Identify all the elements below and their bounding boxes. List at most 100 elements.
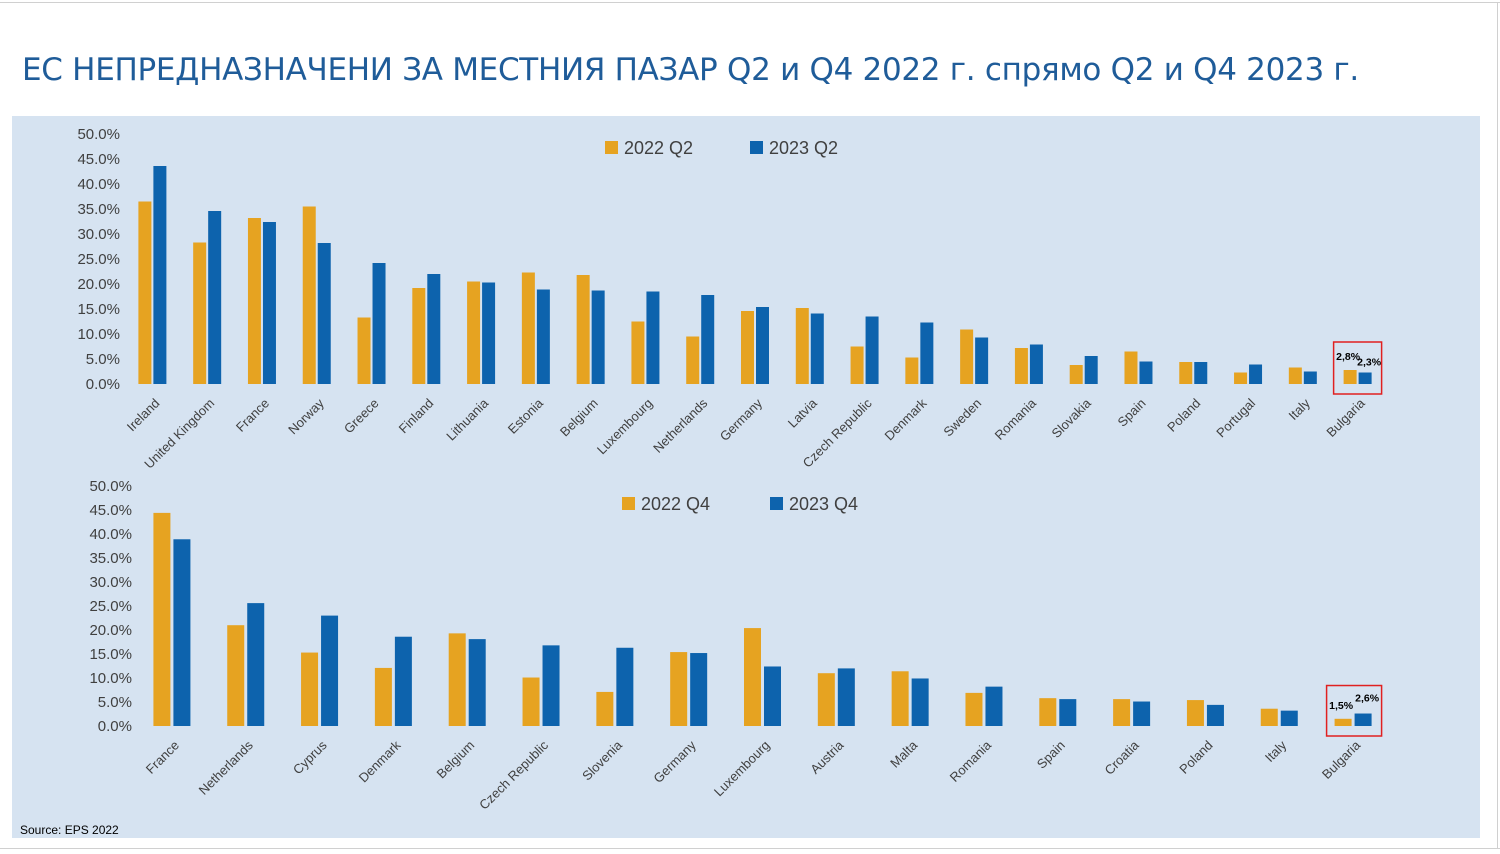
category-label: Bulgaria xyxy=(1319,737,1364,782)
category-label: Germany xyxy=(650,737,699,786)
bar-2023-q2 xyxy=(317,243,331,384)
y-tick-label: 45.0% xyxy=(77,151,120,168)
category-label: Malta xyxy=(887,737,921,771)
category-label: Croatia xyxy=(1101,737,1142,778)
bar-2022-q2 xyxy=(357,317,371,384)
bar-2022-q2 xyxy=(960,329,974,384)
bar-2022-q4 xyxy=(1039,698,1057,726)
bar-2023-q4 xyxy=(1059,699,1077,726)
bar-2023-q2 xyxy=(1358,372,1372,384)
bar-2022-q4 xyxy=(965,692,983,726)
bar-2023-q2 xyxy=(1249,364,1263,384)
highlight-box xyxy=(1332,341,1383,395)
data-label-2022: 1,5% xyxy=(1329,700,1354,712)
bar-2022-q2 xyxy=(905,357,919,384)
bar-2022-q4 xyxy=(1334,718,1352,726)
bar-2022-q2 xyxy=(850,346,864,384)
data-label-2023: 2,3% xyxy=(1357,357,1382,369)
bar-2022-q4 xyxy=(153,512,171,726)
bar-2022-q4 xyxy=(817,673,835,726)
bar-2023-q2 xyxy=(482,282,496,384)
bar-2023-q2 xyxy=(701,295,715,384)
category-label: Austria xyxy=(807,737,847,777)
chart-q4: 0.0% 5.0% 10.0% 15.0% 20.0% 25.0% 30.0% 35.0% 40… xyxy=(89,478,1383,813)
y-tick-label: 5.0% xyxy=(98,694,132,711)
bar-2023-q4 xyxy=(690,653,708,726)
bar-2023-q2 xyxy=(262,222,276,384)
bar-2023-q2 xyxy=(646,291,660,384)
bar-2022-q4 xyxy=(744,628,761,726)
bar-2023-q2 xyxy=(1139,361,1153,384)
highlight-box xyxy=(1325,684,1383,737)
bar-2023-q2 xyxy=(591,290,605,384)
category-label: Czech Republic xyxy=(476,737,551,812)
bar-2022-q2 xyxy=(412,288,426,384)
bar-2023-q4 xyxy=(985,686,1003,726)
bar-2023-q4 xyxy=(247,603,265,726)
y-tick-label: 30.0% xyxy=(89,574,132,591)
bar-2023-q2 xyxy=(810,313,824,384)
category-label: Spain xyxy=(1034,738,1068,772)
bar-2022-q2 xyxy=(1343,370,1357,384)
y-tick-label: 5.0% xyxy=(86,351,120,368)
bar-2023-q2 xyxy=(536,289,550,384)
bar-2023-q4 xyxy=(468,639,486,726)
bar-2022-q2 xyxy=(1179,362,1193,384)
bar-2022-q4 xyxy=(596,691,614,726)
bar-2022-q2 xyxy=(247,218,261,384)
bar-2022-q4 xyxy=(670,652,688,726)
bar-2022-q2 xyxy=(1069,365,1083,384)
bar-2023-q2 xyxy=(1303,371,1317,384)
category-label: Belgium xyxy=(434,738,478,782)
legend-swatch xyxy=(622,497,635,510)
y-tick-label: 0.0% xyxy=(98,718,132,735)
y-tick-label: 15.0% xyxy=(77,301,120,318)
data-label-2023: 2,6% xyxy=(1355,693,1380,705)
bar-2022-q2 xyxy=(1288,367,1302,384)
y-tick-label: 35.0% xyxy=(89,550,132,567)
bar-2022-q4 xyxy=(301,652,319,726)
bar-2022-q2 xyxy=(741,311,754,384)
bar-2022-q2 xyxy=(795,308,809,384)
chart-q2: 0.0% 5.0% 10.0% 15.0% 20.0% 25.0% 30.0% 35.0% 40… xyxy=(77,126,1383,472)
bar-2022-q4 xyxy=(374,667,392,726)
bar-2023-q2 xyxy=(1029,344,1043,384)
bar-2022-q2 xyxy=(1124,351,1138,384)
slide-title: ЕС НЕПРЕДНАЗНАЧЕНИ ЗА МЕСТНИЯ ПАЗАР Q2 и… xyxy=(22,52,1359,88)
bar-2023-q4 xyxy=(837,668,855,726)
bar-2023-q2 xyxy=(920,322,934,384)
y-tick-label: 35.0% xyxy=(77,201,120,218)
source-note: Source: EPS 2022 xyxy=(20,823,119,837)
top-divider xyxy=(0,2,1500,3)
bar-2022-q4 xyxy=(522,677,540,726)
bar-2022-q2 xyxy=(521,272,535,384)
category-label: Italy xyxy=(1262,737,1290,765)
bar-2022-q2 xyxy=(193,242,207,384)
y-tick-label: 45.0% xyxy=(89,502,132,519)
category-label: Cyprus xyxy=(290,737,330,777)
bar-2022-q4 xyxy=(1186,700,1204,726)
y-tick-label: 40.0% xyxy=(89,526,132,543)
bar-2023-q4 xyxy=(542,645,560,726)
bar-2023-q4 xyxy=(911,678,929,726)
y-tick-label: 25.0% xyxy=(89,598,132,615)
bar-2022-q4 xyxy=(448,633,466,726)
bar-2023-q2 xyxy=(208,211,222,384)
bar-2023-q2 xyxy=(153,166,167,384)
bar-2022-q2 xyxy=(302,206,316,384)
bar-2023-q4 xyxy=(394,636,412,726)
bar-2023-q2 xyxy=(1194,362,1208,384)
bar-2023-q2 xyxy=(975,337,989,384)
legend-swatch xyxy=(605,141,618,154)
y-tick-label: 25.0% xyxy=(77,251,120,268)
y-tick-label: 20.0% xyxy=(77,276,120,293)
bar-2022-q2 xyxy=(138,201,152,384)
bar-2022-q4 xyxy=(891,671,909,726)
bar-2022-q4 xyxy=(227,625,245,726)
bar-2022-q2 xyxy=(686,336,700,384)
bar-2023-q2 xyxy=(427,274,441,384)
y-tick-label: 40.0% xyxy=(77,176,120,193)
bar-2022-q4 xyxy=(1113,699,1131,726)
bar-2023-q4 xyxy=(173,539,191,726)
bar-2023-q4 xyxy=(1280,710,1298,726)
